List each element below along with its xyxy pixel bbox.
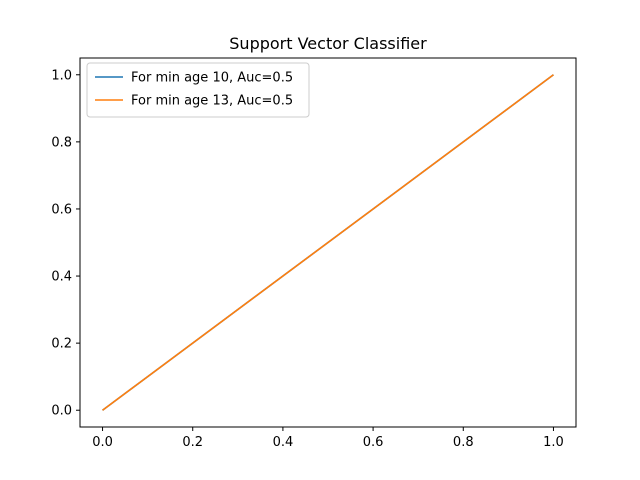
y-tick-label: 0.2 <box>51 337 72 352</box>
x-tick-label: 0.2 <box>182 435 203 450</box>
y-tick-label: 1.0 <box>51 68 72 83</box>
x-tick-label: 0.0 <box>92 435 113 450</box>
y-tick-label: 0.0 <box>51 404 72 419</box>
x-tick-label: 0.6 <box>363 435 384 450</box>
chart-title: Support Vector Classifier <box>229 34 427 53</box>
plot-area <box>79 57 577 428</box>
legend-label-1: For min age 10, Auc=0.5 <box>131 71 293 86</box>
x-axis: 0.0 0.2 0.4 0.6 0.8 1.0 <box>92 427 564 450</box>
legend: For min age 10, Auc=0.5 For min age 13, A… <box>86 62 310 118</box>
series-line-2 <box>102 74 554 411</box>
x-tick-label: 1.0 <box>543 435 564 450</box>
y-tick-label: 0.4 <box>51 270 72 285</box>
legend-label-2: For min age 13, Auc=0.5 <box>131 94 293 109</box>
axes-frame <box>79 57 577 428</box>
y-tick-label: 0.8 <box>51 135 72 150</box>
x-tick-label: 0.8 <box>453 435 474 450</box>
x-tick-label: 0.4 <box>273 435 294 450</box>
y-axis: 0.0 0.2 0.4 0.6 0.8 1.0 <box>51 68 80 419</box>
legend-box <box>86 62 310 118</box>
series-layer <box>102 74 554 411</box>
y-tick-label: 0.6 <box>51 202 72 217</box>
